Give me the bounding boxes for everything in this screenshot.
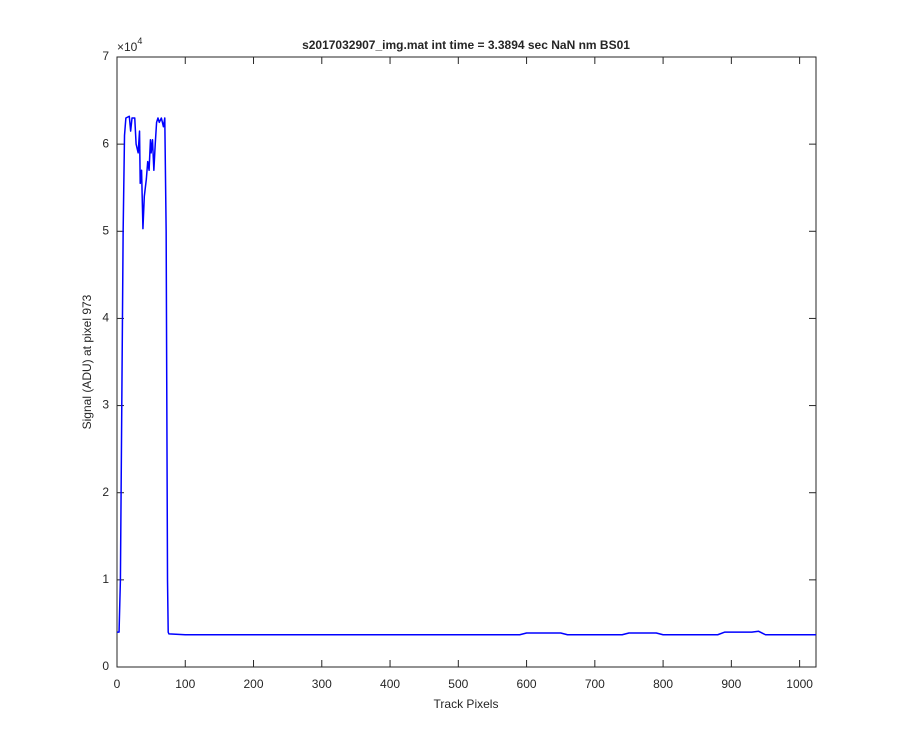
y-tick-label: 5	[102, 223, 109, 237]
y-multiplier-exponent: 4	[137, 36, 142, 46]
y-tick-label: 2	[102, 485, 109, 499]
x-tick-label: 400	[380, 677, 400, 691]
axes-box	[116, 56, 817, 668]
y-multiplier-base: ×10	[117, 40, 138, 54]
y-multiplier: ×104	[117, 36, 142, 54]
y-tick-label: 7	[102, 49, 109, 63]
x-tick-label: 200	[244, 677, 264, 691]
y-tick-label: 0	[102, 659, 109, 673]
x-tick-label: 700	[585, 677, 605, 691]
y-tick-label: 1	[102, 572, 109, 586]
y-tick-label: 4	[102, 311, 109, 325]
x-tick-label: 0	[114, 677, 121, 691]
x-tick-label: 800	[653, 677, 673, 691]
x-tick-label: 100	[175, 677, 195, 691]
x-tick-label: 600	[517, 677, 537, 691]
chart-title: s2017032907_img.mat int time = 3.3894 se…	[302, 38, 630, 52]
x-tick-label: 900	[721, 677, 741, 691]
data-line	[117, 115, 816, 636]
y-tick-label: 6	[102, 136, 109, 150]
y-axis-label: Signal (ADU) at pixel 973	[80, 294, 94, 429]
x-tick-label: 300	[312, 677, 332, 691]
y-tick-label: 3	[102, 398, 109, 412]
x-tick-label: 1000	[786, 677, 813, 691]
x-axis-label: Track Pixels	[434, 697, 499, 711]
x-tick-label: 500	[448, 677, 468, 691]
